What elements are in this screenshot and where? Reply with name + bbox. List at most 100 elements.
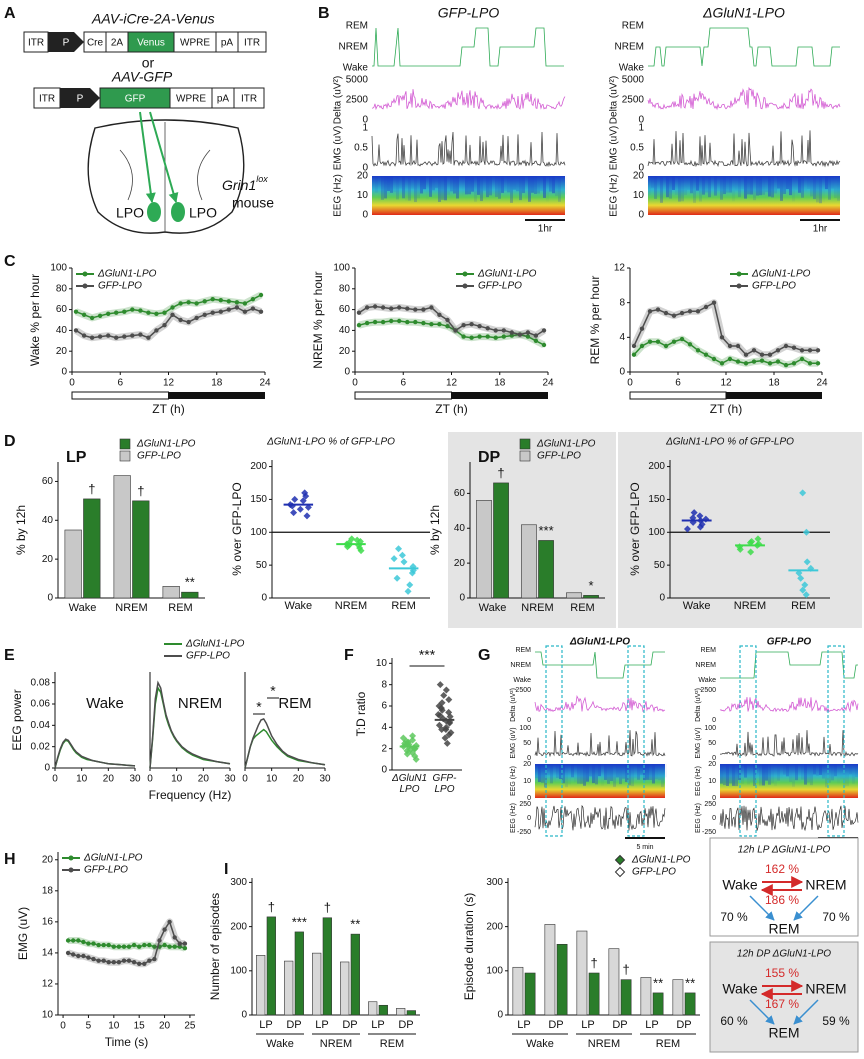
- spectrogram-stripe: [510, 176, 513, 203]
- point: [178, 301, 183, 306]
- spectrogram-stripe: [771, 176, 774, 198]
- point: [97, 334, 103, 339]
- point: [671, 313, 677, 318]
- point: [234, 300, 240, 305]
- point: [438, 725, 446, 733]
- spectrogram-stripe: [540, 176, 543, 191]
- point: [509, 333, 514, 338]
- promoter: [48, 32, 84, 52]
- point: [409, 736, 417, 744]
- x-tick-label: REM: [168, 602, 192, 614]
- spectrogram-stripe: [534, 176, 537, 194]
- spectrogram-stripe: [396, 176, 399, 200]
- series-line: [244, 717, 326, 769]
- point: [182, 946, 188, 951]
- state: Wake: [722, 877, 757, 893]
- legend-label: GFP-LPO: [478, 281, 522, 292]
- trace-tick-label: 0: [527, 755, 531, 762]
- spectrogram-stripe: [825, 176, 828, 190]
- element-label: ITR: [28, 38, 44, 49]
- point: [517, 332, 523, 337]
- spectrogram-stripe: [747, 764, 750, 785]
- spectrogram-stripe: [495, 176, 498, 197]
- group-label: REM: [380, 1038, 404, 1050]
- point: [719, 335, 725, 340]
- spectrogram-stripe: [661, 764, 664, 787]
- x-tick-label: 24: [542, 378, 554, 389]
- spectrogram-stripe: [816, 764, 819, 776]
- spectrogram-stripe: [732, 176, 735, 202]
- spectrogram-stripe: [744, 176, 747, 199]
- point: [735, 343, 741, 349]
- trace-label: Delta (uV²): [333, 76, 344, 124]
- spectrogram-stripe: [819, 764, 822, 775]
- point: [353, 536, 361, 544]
- x-tick-label: 25: [184, 1021, 196, 1032]
- point: [683, 525, 691, 533]
- point: [437, 312, 442, 317]
- transition-box: [739, 645, 757, 837]
- point: [138, 332, 143, 337]
- spectrogram-stripe: [519, 176, 522, 201]
- spectrogram-stripe: [574, 764, 577, 783]
- point: [101, 942, 106, 948]
- point: [402, 737, 410, 745]
- point: [126, 958, 132, 963]
- spectrogram-stripe: [693, 176, 696, 203]
- state: REM: [768, 1025, 799, 1041]
- x-tick-label: NREM: [733, 601, 767, 612]
- point: [152, 956, 157, 962]
- spectrogram-stripe: [702, 176, 705, 195]
- point: [182, 941, 188, 946]
- significance: *: [270, 683, 276, 699]
- significance: *: [589, 578, 594, 593]
- scale-label: 1hr: [813, 224, 828, 235]
- significance: **: [185, 575, 195, 590]
- injection-arrow: [139, 111, 156, 203]
- trace-tick-label: NREM: [339, 42, 368, 53]
- spectrogram-stripe: [387, 176, 390, 191]
- point: [696, 512, 704, 520]
- spectrogram-stripe: [655, 764, 658, 780]
- y-axis-label: Number of episodes: [208, 893, 222, 1000]
- significance: *: [256, 699, 262, 715]
- spectrogram: [372, 176, 565, 215]
- point: [89, 315, 95, 321]
- point: [81, 312, 87, 317]
- spectrogram-stripe: [762, 176, 765, 195]
- x-tick-label: Wake: [284, 601, 313, 612]
- emg-trace: [534, 730, 666, 758]
- spectrogram-stripe: [753, 176, 756, 201]
- column-title: GFP-LPO: [767, 637, 812, 648]
- y-tick-label: 20: [42, 854, 54, 865]
- bar: [684, 992, 696, 1016]
- spectrogram-stripe: [435, 176, 438, 188]
- transition-title: 12h DP ΔGluN1-LPO: [737, 949, 831, 960]
- spectrogram-stripe: [834, 176, 837, 198]
- point: [121, 958, 127, 963]
- site-label: LPO: [116, 205, 144, 221]
- bar: [350, 933, 360, 1016]
- point: [364, 305, 370, 310]
- point: [679, 310, 685, 316]
- spectrogram-stripe: [598, 764, 601, 777]
- point: [170, 312, 175, 317]
- spectrogram-stripe: [726, 176, 729, 193]
- spectrogram-stripe: [711, 176, 714, 201]
- point: [194, 315, 199, 321]
- spectrogram-stripe: [483, 176, 486, 191]
- legend-label: GFP-LPO: [98, 281, 142, 292]
- y-tick-label: 10: [376, 658, 388, 669]
- point: [754, 535, 762, 543]
- x-tick-label-box: GFP-LPO: [433, 773, 457, 795]
- y-tick-label: 0.02: [31, 741, 51, 752]
- point: [89, 335, 95, 340]
- bar: [396, 1008, 406, 1016]
- spectrogram-stripe: [375, 176, 378, 193]
- chart-title: LP: [66, 449, 87, 466]
- legend-label: GFP-LPO: [752, 281, 796, 292]
- point: [202, 299, 207, 304]
- spectrogram-stripe: [541, 764, 544, 783]
- point: [65, 950, 71, 956]
- spectrogram-stripe: [471, 176, 474, 192]
